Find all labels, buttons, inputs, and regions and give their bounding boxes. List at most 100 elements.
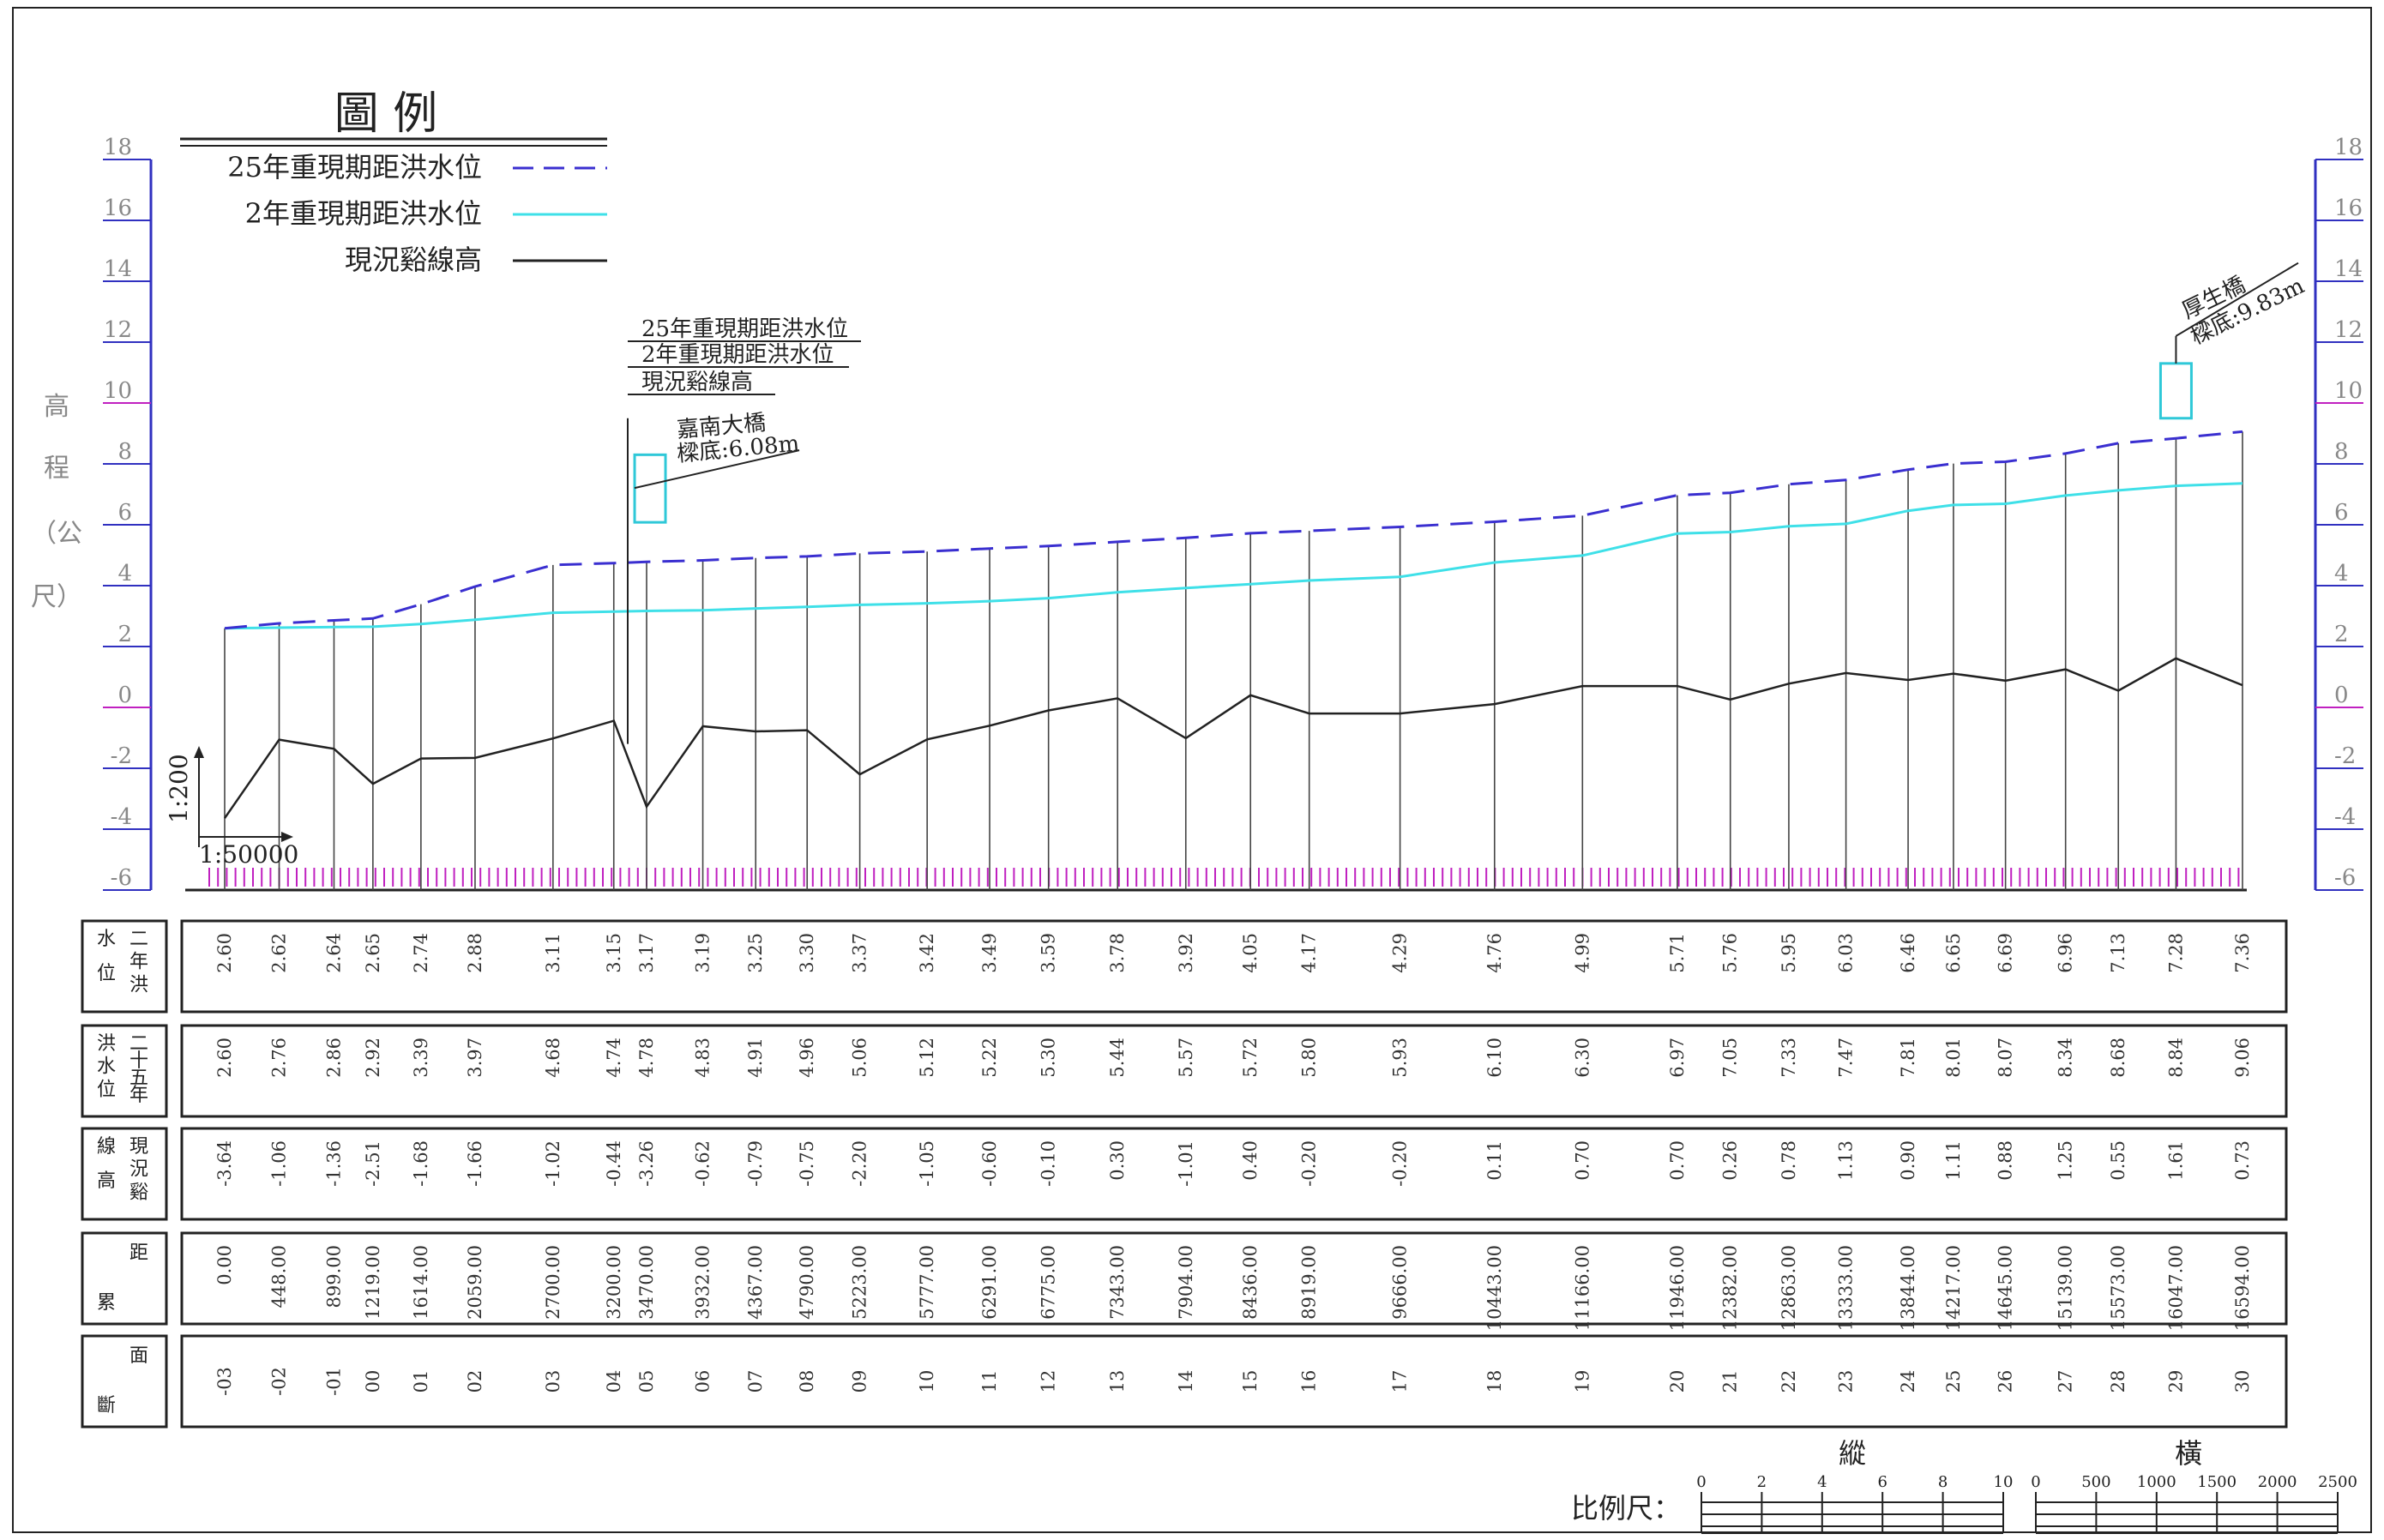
distance-label: 2059.00 [465, 1245, 485, 1320]
scale-bar-tick-label: 0 [1696, 1473, 1706, 1491]
series-value-label: 5.80 [1299, 1038, 1320, 1078]
series-value-label: 5.44 [1107, 1038, 1128, 1078]
row-label: 斷 [97, 1395, 116, 1417]
series-value-label: 3.30 [797, 933, 817, 973]
distance-label: 9666.00 [1390, 1245, 1411, 1320]
series-value-label: -1.36 [323, 1140, 344, 1187]
series-value-label: -0.75 [797, 1140, 817, 1187]
row-label: 況 [129, 1159, 148, 1181]
right-tick-label: -2 [2334, 743, 2356, 769]
section-label: 09 [850, 1370, 870, 1393]
table-data-cell [180, 1127, 2288, 1221]
series-value-label: 5.12 [917, 1038, 937, 1078]
section-label: 12 [1038, 1370, 1059, 1393]
series-value-label: 2.60 [214, 933, 235, 973]
table-data-cell [180, 919, 2288, 1014]
series-value-label: 0.30 [1107, 1140, 1128, 1181]
series-value-label: 7.13 [2108, 933, 2128, 973]
series-value-label: 7.05 [1720, 1038, 1741, 1078]
row-label: 二 [129, 929, 148, 950]
row-label: 面 [129, 1345, 148, 1367]
series-value-label: 6.65 [1943, 933, 1964, 973]
distance-label: 16047.00 [2165, 1245, 2186, 1331]
section-label: 22 [1779, 1370, 1799, 1393]
distance-label: 8436.00 [1240, 1245, 1261, 1320]
series-value-label: 5.06 [850, 1038, 870, 1078]
scale-bar-tick-label: 2000 [2258, 1473, 2297, 1491]
series-value-label: -1.66 [465, 1140, 485, 1187]
distance-label: 3932.00 [693, 1245, 713, 1320]
series-value-label: 1.13 [1836, 1140, 1857, 1181]
series-value-label: 2.65 [363, 933, 383, 973]
series-value-label: 2.60 [214, 1038, 235, 1078]
scale-bar-tick-label: 1000 [2137, 1473, 2176, 1491]
series-value-label: 6.69 [1996, 933, 2016, 973]
table-header-cell [81, 1231, 168, 1326]
row-label: 二 [129, 1033, 148, 1055]
section-label: 21 [1720, 1370, 1741, 1393]
section-label: -02 [269, 1367, 290, 1396]
scale-note-vertical: 1:200 [165, 754, 193, 823]
scale-note-horizontal: 1:50000 [199, 840, 298, 869]
scale-bar-vertical-title: 縱 [1839, 1437, 1866, 1470]
distance-label: 14217.00 [1943, 1245, 1964, 1331]
section-label: 16 [1299, 1370, 1320, 1393]
series-value-label: 4.78 [636, 1038, 657, 1078]
series-value-label: 8.68 [2108, 1038, 2128, 1078]
distance-label: 6291.00 [979, 1245, 1000, 1320]
series-value-label: -1.05 [917, 1140, 937, 1187]
table-header-cell [81, 919, 168, 1014]
section-label: 20 [1667, 1370, 1688, 1393]
series-value-label: 6.96 [2056, 933, 2076, 973]
row-label: 洪 [97, 1033, 116, 1055]
distance-label: 12382.00 [1720, 1245, 1741, 1331]
section-label: 26 [1996, 1370, 2016, 1393]
section-label: 28 [2108, 1370, 2128, 1393]
left-tick-label: 4 [117, 561, 132, 587]
series-value-label: 0.70 [1572, 1140, 1592, 1181]
distance-label: 3470.00 [636, 1245, 657, 1320]
row-label: 位 [97, 963, 116, 984]
series-value-label: 8.34 [2056, 1038, 2076, 1078]
scale-bar-tick-label: 500 [2081, 1473, 2110, 1491]
series-value-label: 0.88 [1996, 1140, 2016, 1181]
series-value-label: 5.72 [1240, 1038, 1261, 1078]
series-value-label: 4.68 [543, 1038, 563, 1078]
series-value-label: 3.17 [636, 933, 657, 973]
series-value-label: 5.93 [1390, 1038, 1411, 1078]
section-label: 29 [2165, 1370, 2186, 1393]
series-value-label: 4.96 [797, 1038, 817, 1078]
distance-label: 14645.00 [1996, 1245, 2016, 1331]
drawing-frame [12, 7, 2372, 1533]
series-value-label: 3.19 [693, 933, 713, 973]
distance-label: 1614.00 [411, 1245, 431, 1320]
series-value-label: 0.90 [1898, 1140, 1918, 1181]
right-tick-label: 4 [2334, 561, 2349, 587]
right-tick-label: 2 [2334, 622, 2349, 647]
section-label: 25 [1943, 1370, 1964, 1393]
series-value-label: 1.11 [1943, 1140, 1964, 1181]
left-tick-label: 2 [117, 622, 132, 647]
series-value-label: 6.03 [1836, 933, 1857, 973]
right-tick-label: -6 [2334, 865, 2356, 891]
series-value-label: 3.25 [745, 933, 766, 973]
bridge-housheng [2158, 362, 2193, 420]
series-value-label: 3.78 [1107, 933, 1128, 973]
series-value-label: 0.26 [1720, 1140, 1741, 1181]
section-label: 18 [1484, 1370, 1505, 1393]
left-tick-label: 6 [117, 500, 132, 526]
series-value-label: 4.29 [1390, 933, 1411, 973]
series-value-label: 0.70 [1667, 1140, 1688, 1181]
section-label: 05 [636, 1370, 657, 1393]
distance-label: 15139.00 [2056, 1245, 2076, 1331]
series-value-label: -1.06 [269, 1140, 290, 1187]
distance-label: 13844.00 [1898, 1245, 1918, 1331]
series-value-label: -1.01 [1176, 1140, 1196, 1187]
right-tick-label: 6 [2334, 500, 2349, 526]
scale-bar-tick-label: 0 [2031, 1473, 2040, 1491]
row-label: 高 [97, 1170, 116, 1192]
distance-label: 15573.00 [2108, 1245, 2128, 1331]
series-value-label: 5.76 [1720, 933, 1741, 973]
section-label: 23 [1836, 1370, 1857, 1393]
row-label: 位 [97, 1079, 116, 1100]
